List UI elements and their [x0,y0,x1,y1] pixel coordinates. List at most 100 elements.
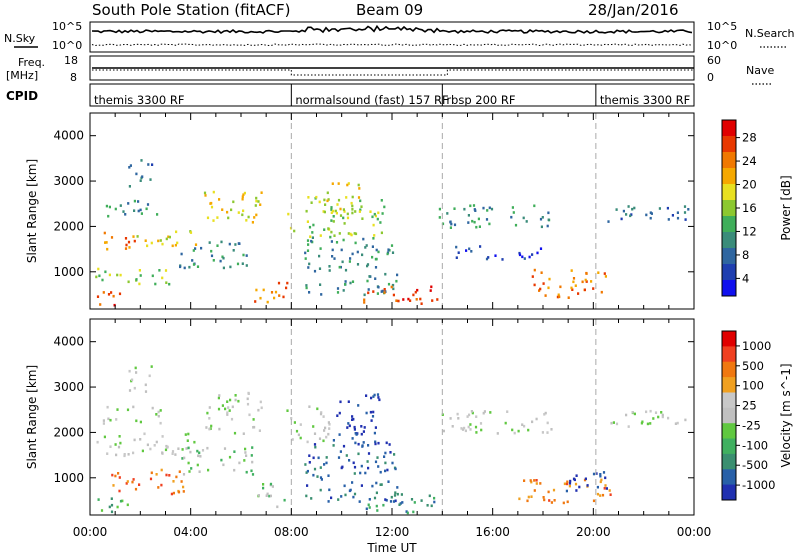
velocity-cell [365,507,368,511]
power-cell [346,212,349,216]
power-cell [330,240,333,243]
cpid-panel: CPID themis 3300 RF normalsound (fast) 15… [6,83,695,107]
velocity-cell [406,511,409,515]
velocity-cell [102,422,105,425]
velocity-cell [348,459,351,462]
power-cell [200,246,203,250]
nave-tick-bottom: 0 [707,71,714,84]
velocity-cell [399,502,402,505]
velocity-cell [392,500,396,503]
velocity-cell [116,505,119,509]
velocity-cell [126,480,129,483]
power-cell [533,283,536,287]
power-cell [556,295,559,299]
power-cell [147,163,150,166]
power-cell [360,205,363,208]
velocity-cell [312,425,315,428]
velocity-cell [110,503,114,507]
velocity-cell [187,446,190,450]
velocity-cell [518,497,521,501]
power-cell [374,277,377,280]
power-cell [189,231,193,234]
velocity-cell [349,488,352,492]
power-cell [347,182,350,185]
power-cell [318,254,321,258]
power-cell [376,217,379,221]
velocity-cell [132,451,135,455]
velocity-cell [233,450,236,453]
power-cell [243,191,246,195]
power-cell [335,241,339,244]
power-cell [306,220,309,223]
power-cell [150,241,153,245]
velocity-cell [377,465,380,468]
nsearch-tick-top: 10^5 [707,20,737,33]
velocity-cell [342,444,346,448]
power-cell [174,243,177,247]
velocity-cell [412,510,415,514]
power-cell [607,220,610,223]
power-cell [326,199,329,203]
colorbar-tick-label: 16 [742,201,757,215]
power-cell [540,271,543,274]
power-cell [342,238,345,242]
power-cell [242,193,245,196]
power-cell [349,281,352,285]
velocity-cell [228,455,232,459]
power-cell [305,284,308,287]
x-tick-label: 08:00 [274,525,309,539]
velocity-cell [182,485,185,489]
power-cell [332,209,335,213]
power-cell [383,205,386,209]
power-cell [95,275,98,279]
velocity-cell [348,424,351,428]
power-cell [395,279,398,283]
velocity-cell [244,451,247,454]
velocity-cell [332,439,335,442]
colorbar-swatch [722,469,736,486]
power-cell [133,209,136,212]
velocity-cell [352,495,355,499]
velocity-cell [475,431,478,434]
velocity-cell [596,492,600,496]
power-cell [338,232,341,235]
velocity-cell [187,461,190,465]
velocity-cell [210,424,213,428]
power-cell [176,241,179,245]
power-cell [349,232,352,236]
velocity-cell [310,497,313,500]
power-cell [319,234,322,237]
velocity-cell [252,418,255,421]
velocity-cell [553,499,556,502]
velocity-cell [198,470,201,473]
power-cell [446,212,449,215]
power-cell [477,217,480,221]
velocity-cell [325,456,328,459]
power-cell [137,200,140,203]
velocity-cell [376,456,379,459]
x-tick-label: 12:00 [375,525,410,539]
power-cell [305,209,308,213]
power-cell [344,283,347,286]
velocity-cell [369,410,372,414]
velocity-cell [313,432,317,435]
power-cell [242,253,245,257]
velocity-cell [138,483,141,486]
power-cell [124,247,128,250]
nsearch-label: N.Search [745,27,795,40]
velocity-cell [527,495,530,499]
power-cell [108,205,111,209]
power-cell [304,257,307,260]
power-cell [151,274,154,278]
power-cell [336,203,339,206]
power-cell [228,242,231,246]
velocity-cell [374,440,377,444]
power-cell [351,280,355,283]
velocity-cell [365,411,368,415]
power-cell [313,269,317,273]
power-cell [274,290,278,294]
velocity-cell [119,441,122,445]
power-cell [361,217,364,220]
velocity-cell [338,433,341,436]
velocity-cell [464,429,467,433]
